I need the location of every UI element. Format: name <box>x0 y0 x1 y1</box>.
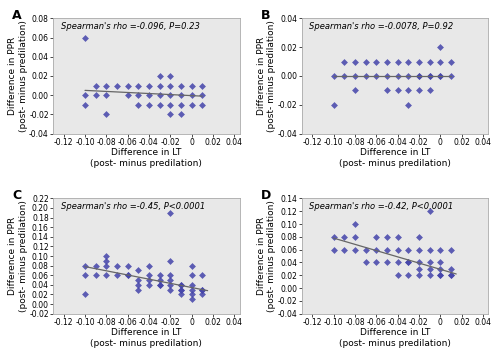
Y-axis label: Difference in PPR
(post- minus predilation): Difference in PPR (post- minus predilati… <box>8 20 28 132</box>
Text: Spearman's rho =-0.096, P=0.23: Spearman's rho =-0.096, P=0.23 <box>60 22 200 31</box>
Text: Spearman's rho =-0.42, P<0.0001: Spearman's rho =-0.42, P<0.0001 <box>309 202 454 211</box>
Text: B: B <box>260 9 270 22</box>
Y-axis label: Difference in PPR
(post- minus predilation): Difference in PPR (post- minus predilati… <box>257 200 276 312</box>
Text: C: C <box>12 189 21 202</box>
X-axis label: Difference in LT
(post- minus predilation): Difference in LT (post- minus predilatio… <box>339 328 451 348</box>
Y-axis label: Difference in PPR
(post- minus predilation): Difference in PPR (post- minus predilati… <box>257 20 276 132</box>
Text: D: D <box>260 189 271 202</box>
X-axis label: Difference in LT
(post- minus predilation): Difference in LT (post- minus predilatio… <box>339 148 451 168</box>
Y-axis label: Difference in PPR
(post- minus predilation): Difference in PPR (post- minus predilati… <box>8 200 28 312</box>
Text: A: A <box>12 9 22 22</box>
X-axis label: Difference in LT
(post- minus predilation): Difference in LT (post- minus predilatio… <box>90 328 202 348</box>
Text: Spearman's rho =-0.0078, P=0.92: Spearman's rho =-0.0078, P=0.92 <box>309 22 454 31</box>
X-axis label: Difference in LT
(post- minus predilation): Difference in LT (post- minus predilatio… <box>90 148 202 168</box>
Text: Spearman's rho =-0.45, P<0.0001: Spearman's rho =-0.45, P<0.0001 <box>60 202 205 211</box>
